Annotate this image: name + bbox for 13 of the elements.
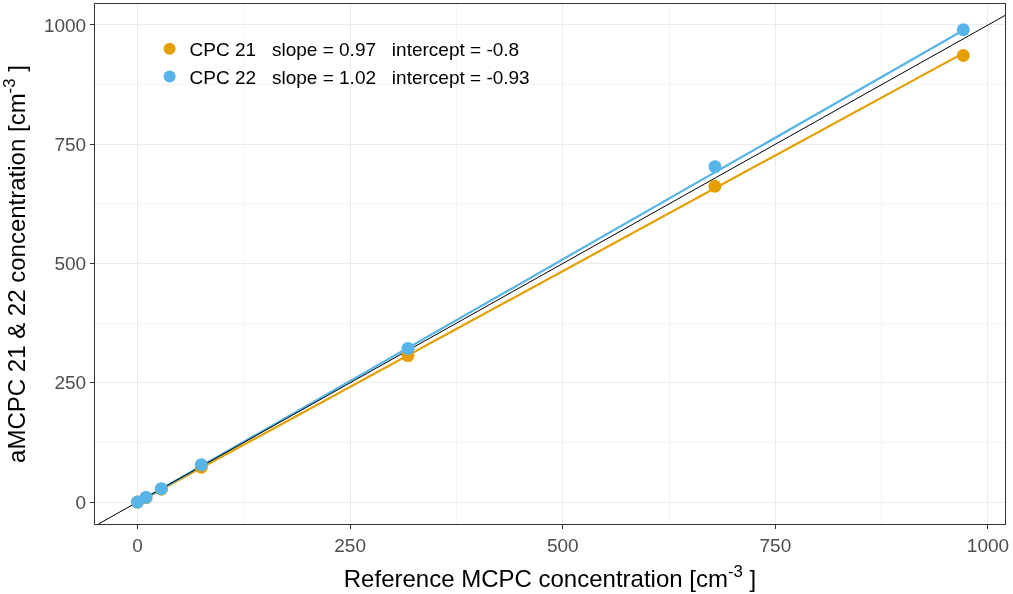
x-tick-label: 250 [334, 534, 366, 556]
x-tick-label: 1000 [966, 534, 1010, 556]
x-axis-title: Reference MCPC concentration [cm$^{-3}$ ] [343, 562, 757, 593]
y-tick-label: 0 [75, 491, 87, 513]
y-tick-label: 500 [54, 253, 87, 275]
y-tick-label: 250 [54, 372, 87, 394]
x-tick-label: 500 [546, 534, 579, 556]
x-tick-label: 750 [759, 534, 792, 556]
y-tick-label: 1000 [43, 14, 87, 36]
legend-label: CPC 22 slope = 1.02 intercept = -0.93 [189, 66, 530, 88]
x-tick-label: 0 [132, 534, 143, 556]
legend-label: CPC 21 slope = 0.97 intercept = -0.8 [189, 39, 520, 61]
y-tick-label: 750 [54, 133, 87, 155]
